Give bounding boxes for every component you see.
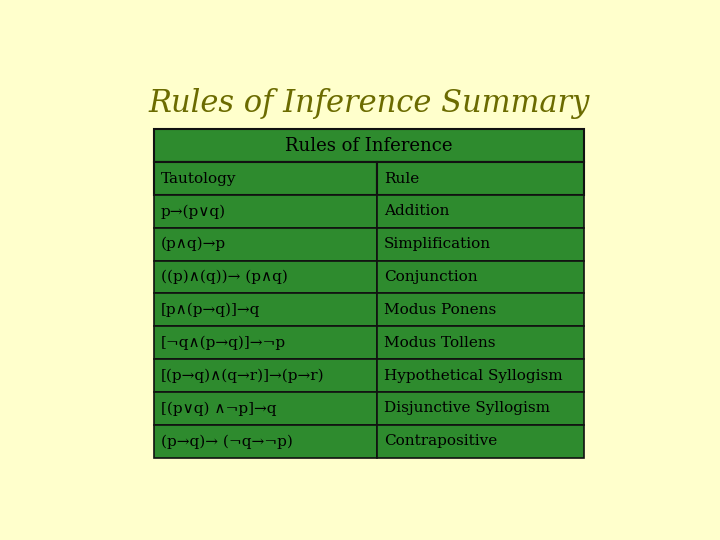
Bar <box>154 162 377 195</box>
Text: ((p)∧(q))→ (p∧q): ((p)∧(q))→ (p∧q) <box>161 270 288 284</box>
Bar <box>377 162 584 195</box>
Text: Rules of Inference: Rules of Inference <box>285 137 453 154</box>
Text: [¬q∧(p→q)]→¬p: [¬q∧(p→q)]→¬p <box>161 335 286 350</box>
Text: [(p→q)∧(q→r)]→(p→r): [(p→q)∧(q→r)]→(p→r) <box>161 368 325 383</box>
Text: Hypothetical Syllogism: Hypothetical Syllogism <box>384 369 563 383</box>
Text: p→(p∨q): p→(p∨q) <box>161 204 226 219</box>
Bar <box>377 195 584 228</box>
Bar <box>377 261 584 293</box>
Text: (p→q)→ (¬q→¬p): (p→q)→ (¬q→¬p) <box>161 434 293 449</box>
Bar <box>377 228 584 261</box>
Bar <box>154 392 377 425</box>
Bar <box>377 425 584 458</box>
Text: Simplification: Simplification <box>384 237 491 251</box>
Text: Modus Ponens: Modus Ponens <box>384 303 496 317</box>
Bar <box>154 293 377 326</box>
Text: [(p∨q) ∧¬p]→q: [(p∨q) ∧¬p]→q <box>161 401 276 416</box>
Text: Rule: Rule <box>384 172 419 186</box>
Bar <box>154 359 377 392</box>
Bar <box>377 392 584 425</box>
Bar <box>377 326 584 359</box>
Text: [p∧(p→q)]→q: [p∧(p→q)]→q <box>161 303 260 317</box>
Bar <box>377 293 584 326</box>
Bar <box>154 195 377 228</box>
Text: Conjunction: Conjunction <box>384 270 477 284</box>
Bar <box>154 228 377 261</box>
Text: Addition: Addition <box>384 204 449 218</box>
Bar <box>154 326 377 359</box>
Text: (p∧q)→p: (p∧q)→p <box>161 237 226 252</box>
Text: Tautology: Tautology <box>161 172 236 186</box>
Bar <box>377 359 584 392</box>
Bar <box>154 261 377 293</box>
Bar <box>154 129 584 162</box>
Bar <box>154 425 377 458</box>
Text: Contrapositive: Contrapositive <box>384 434 498 448</box>
Text: Modus Tollens: Modus Tollens <box>384 336 495 350</box>
Text: Disjunctive Syllogism: Disjunctive Syllogism <box>384 401 550 415</box>
Text: Rules of Inference Summary: Rules of Inference Summary <box>148 87 590 119</box>
